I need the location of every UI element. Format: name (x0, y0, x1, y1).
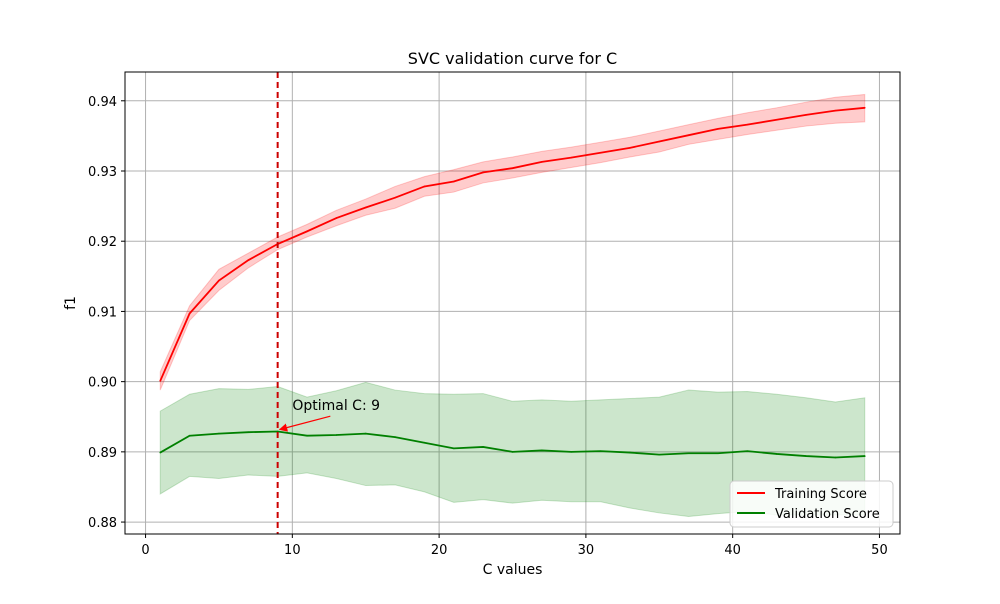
x-tick-label: 0 (141, 543, 149, 558)
point-series-1 (452, 447, 455, 450)
point-series-1 (687, 452, 690, 455)
point-series-1 (423, 441, 426, 444)
point-series-0 (335, 217, 338, 219)
point-series-1 (188, 434, 191, 437)
point-series-0 (218, 279, 220, 282)
annotation: Optimal C: 9 (278, 398, 380, 432)
point-series-1 (658, 453, 661, 456)
point-series-0 (863, 107, 866, 109)
point-series-0 (159, 380, 162, 382)
point-series-1 (364, 432, 367, 435)
point-series-0 (306, 230, 308, 233)
point-series-1 (541, 449, 543, 452)
point-series-1 (247, 431, 250, 433)
y-tick-label: 0.93 (88, 165, 117, 180)
plot-frame (124, 71, 901, 535)
point-series-1 (834, 456, 837, 459)
point-series-1 (394, 436, 396, 438)
legend-label-validation: Validation Score (775, 507, 880, 522)
point-series-0 (775, 118, 778, 121)
x-tick-label: 10 (284, 543, 301, 558)
point-series-1 (775, 453, 778, 455)
point-series-0 (364, 206, 367, 209)
chart-title: SVC validation curve for C (408, 49, 617, 68)
y-tick-label: 0.94 (88, 95, 117, 110)
point-series-1 (805, 455, 807, 457)
point-series-1 (717, 452, 719, 455)
point-series-0 (452, 180, 455, 183)
point-series-1 (629, 451, 631, 454)
axis-ticks: 0 10 20 30 40 50 0.88 0.89 0.90 0.91 0.92 0.93 0.94 (88, 95, 888, 558)
point-series-1 (159, 451, 162, 454)
point-series-1 (863, 455, 866, 457)
point-series-1 (276, 430, 279, 433)
point-series-1 (335, 434, 338, 436)
y-tick-label: 0.88 (88, 516, 117, 531)
point-series-0 (394, 196, 396, 199)
point-series-0 (834, 109, 837, 112)
point-series-0 (570, 156, 573, 159)
x-tick-label: 20 (431, 543, 448, 558)
x-axis-label: C values (483, 562, 543, 578)
point-series-0 (746, 123, 749, 126)
y-tick-label: 0.90 (88, 376, 117, 391)
point-series-0 (482, 171, 484, 174)
point-series-1 (218, 432, 220, 435)
x-tick-label: 30 (578, 543, 595, 558)
x-tick-label: 50 (871, 543, 888, 558)
legend: Training Score Validation Score (729, 480, 894, 528)
point-series-1 (482, 446, 484, 448)
point-series-1 (511, 451, 514, 453)
annotation-arrow (278, 415, 331, 432)
x-tick-label: 40 (724, 543, 741, 558)
y-tick-label: 0.89 (88, 446, 117, 461)
point-series-0 (717, 128, 719, 130)
point-series-0 (687, 134, 690, 136)
confidence-bands (159, 93, 866, 517)
point-series-0 (247, 259, 250, 261)
point-series-1 (746, 450, 749, 452)
legend-box (729, 480, 894, 528)
legend-label-training: Training Score (774, 487, 867, 502)
point-series-0 (423, 185, 426, 188)
point-series-0 (805, 114, 807, 116)
point-series-1 (599, 450, 602, 452)
point-series-1 (570, 451, 573, 453)
point-series-0 (629, 147, 631, 149)
point-series-0 (188, 312, 191, 315)
band-series-0 (159, 93, 866, 391)
point-series-1 (306, 434, 308, 437)
point-series-0 (511, 167, 514, 169)
point-series-0 (658, 140, 661, 143)
point-series-0 (599, 151, 602, 154)
y-tick-label: 0.92 (88, 235, 117, 250)
y-tick-label: 0.91 (88, 305, 117, 320)
y-axis-label: f1 (63, 296, 79, 310)
annotation-text: Optimal C: 9 (292, 398, 380, 414)
point-series-0 (541, 161, 543, 163)
